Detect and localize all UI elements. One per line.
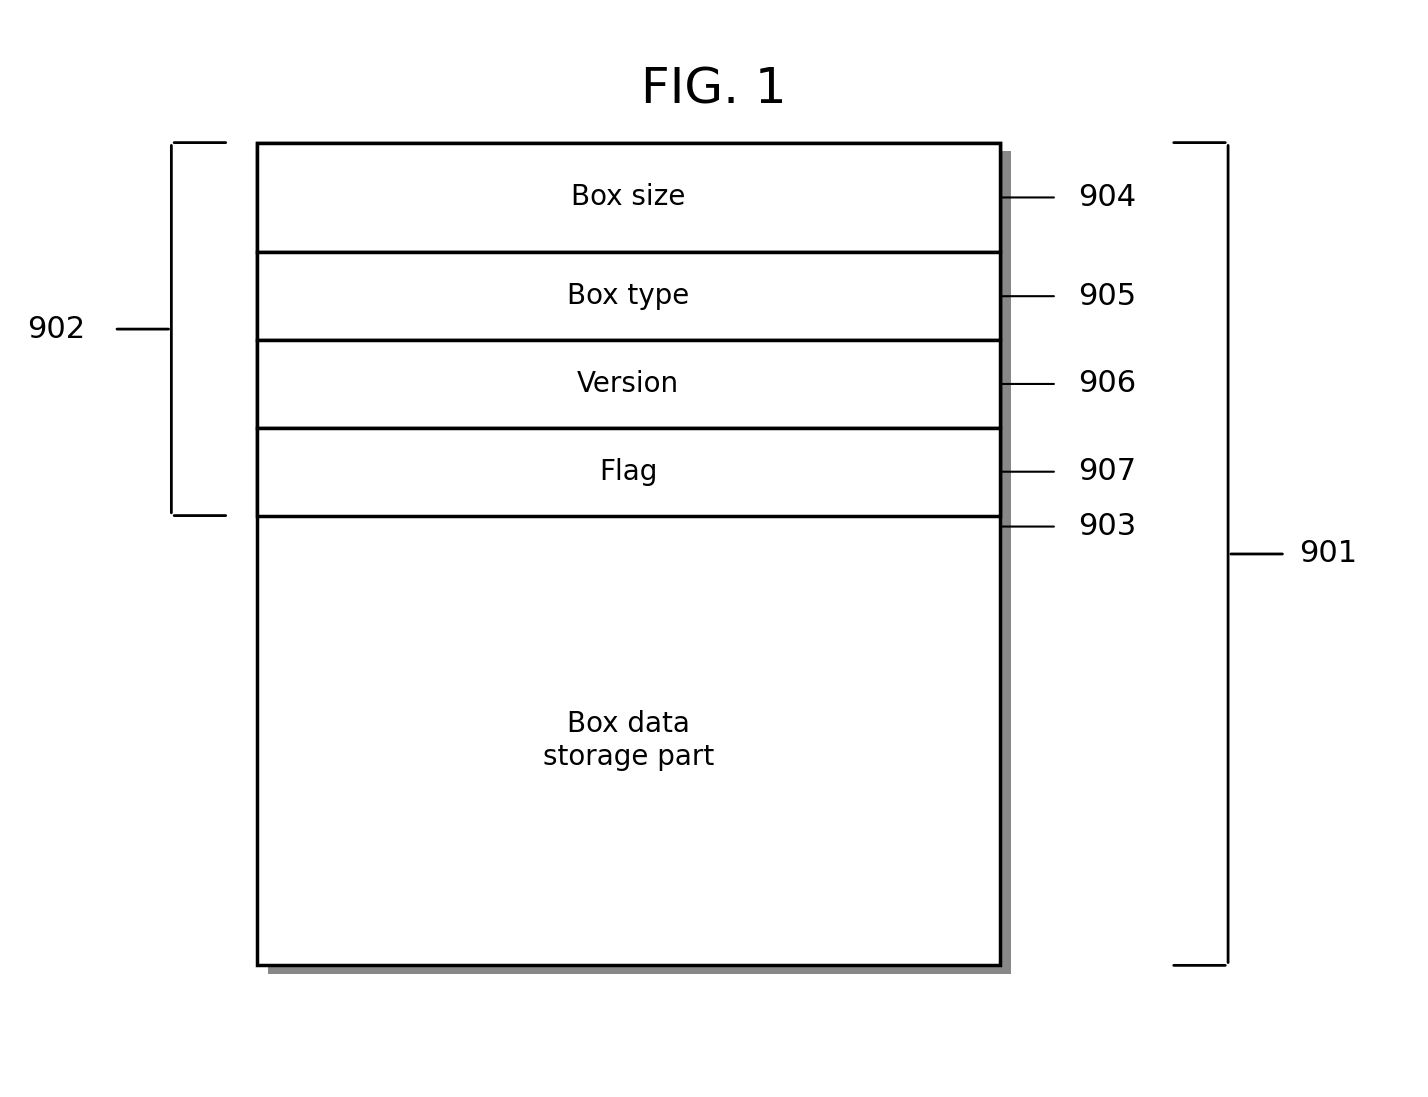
- FancyBboxPatch shape: [257, 143, 1000, 965]
- Text: Box type: Box type: [567, 282, 690, 310]
- Text: 905: 905: [1078, 282, 1137, 310]
- Text: Version: Version: [577, 370, 680, 398]
- FancyBboxPatch shape: [257, 252, 1000, 340]
- Text: 901: 901: [1299, 540, 1358, 568]
- Text: 902: 902: [27, 315, 86, 343]
- Text: 906: 906: [1078, 370, 1137, 398]
- Text: FIG. 1: FIG. 1: [641, 66, 787, 114]
- Text: Box data
storage part: Box data storage part: [543, 710, 714, 771]
- FancyBboxPatch shape: [268, 151, 1011, 974]
- Text: 904: 904: [1078, 183, 1137, 212]
- Text: Flag: Flag: [600, 457, 657, 486]
- Text: 903: 903: [1078, 512, 1137, 541]
- Text: Box size: Box size: [571, 183, 685, 212]
- FancyBboxPatch shape: [257, 428, 1000, 516]
- FancyBboxPatch shape: [257, 143, 1000, 252]
- FancyBboxPatch shape: [257, 340, 1000, 428]
- Text: 907: 907: [1078, 457, 1137, 486]
